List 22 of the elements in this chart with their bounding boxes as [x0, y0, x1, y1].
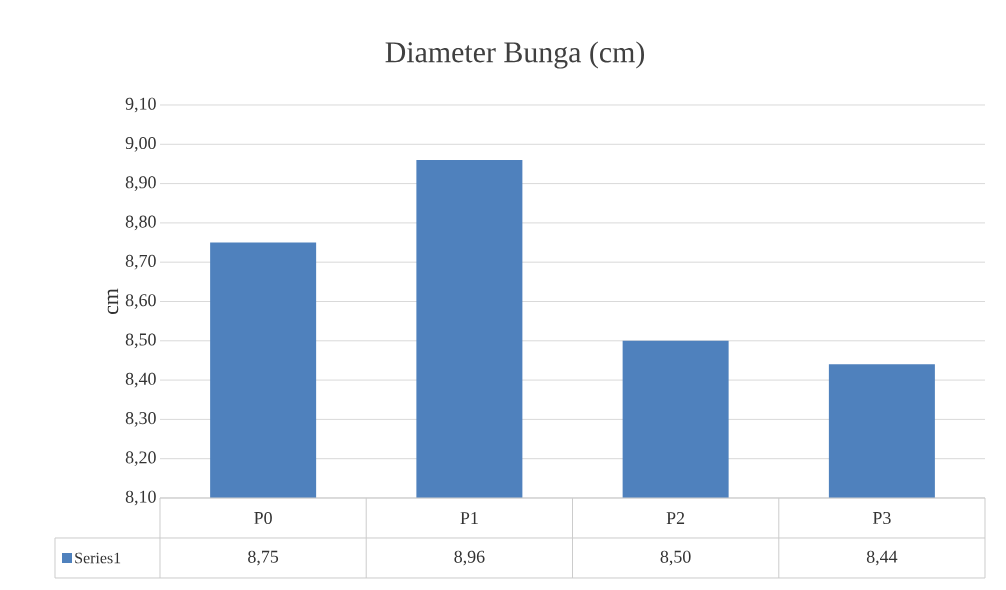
data-label: 8,44: [866, 550, 898, 566]
data-label: 8,50: [660, 550, 691, 566]
y-tick-label: 8,10: [125, 490, 156, 506]
x-tick-label: P3: [872, 511, 891, 525]
chart-title: Diameter Bunga (cm): [385, 41, 645, 69]
y-tick-label: 8,70: [125, 254, 156, 270]
y-tick-label: 9,10: [125, 97, 156, 113]
y-tick-label: 8,90: [125, 176, 156, 191]
y-tick-label: 8,40: [125, 372, 156, 388]
data-label: 8,75: [248, 550, 279, 566]
x-tick-label: P1: [460, 512, 478, 524]
x-tick-label: P0: [254, 511, 272, 525]
y-tick-label: 8,60: [125, 294, 156, 309]
y-tick-label: 9,00: [125, 136, 156, 152]
y-tick-label: 8,20: [125, 451, 156, 467]
data-label: 8,96: [454, 550, 485, 566]
y-tick-label: 8,50: [125, 333, 156, 349]
legend-label: Series1: [75, 552, 121, 564]
y-tick-label: 8,80: [125, 215, 156, 231]
y-axis-title: cm: [107, 288, 119, 315]
x-tick-label: P2: [666, 512, 685, 524]
y-tick-label: 8,30: [125, 412, 156, 427]
